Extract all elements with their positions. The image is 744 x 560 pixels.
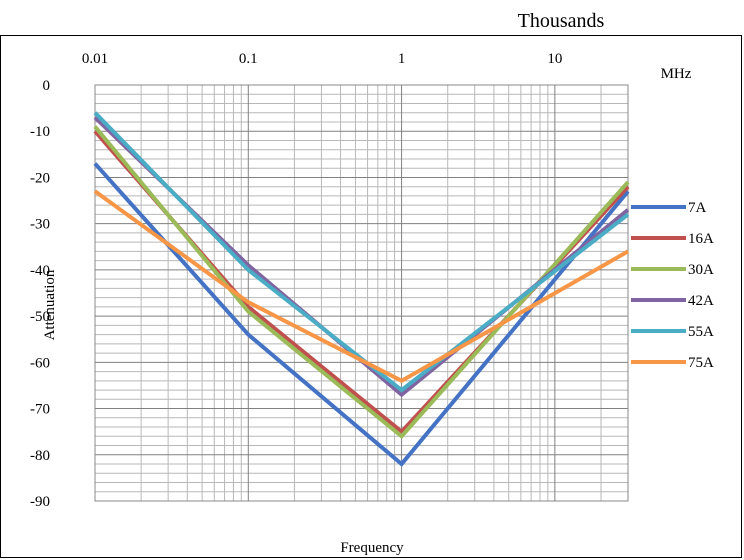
legend-label-42a: 42A bbox=[688, 293, 714, 309]
series-layer bbox=[93, 111, 630, 467]
chart-area-border bbox=[0, 35, 742, 558]
x-tick-label: 0.1 bbox=[239, 51, 258, 67]
x-tick-label: 1 bbox=[398, 51, 406, 67]
y-tick-label: -80 bbox=[30, 448, 50, 464]
y-tick-label: -50 bbox=[30, 309, 50, 325]
legend-label-16a: 16A bbox=[688, 231, 714, 247]
y-tick-label: -60 bbox=[30, 355, 50, 371]
y-tick-label: -90 bbox=[30, 494, 50, 510]
legend-label-7a: 7A bbox=[688, 200, 707, 216]
y-tick-label: -10 bbox=[30, 124, 50, 140]
series-line-55a bbox=[93, 111, 630, 393]
legend-label-75a: 75A bbox=[688, 355, 714, 371]
x-axis-title: Frequency bbox=[340, 540, 404, 556]
y-tick-label: -40 bbox=[30, 263, 50, 279]
x-tick-label: 0.01 bbox=[82, 51, 108, 67]
y-tick-label: -70 bbox=[30, 402, 50, 418]
x-units-label: Thousands bbox=[518, 10, 605, 32]
y-tick-label: -30 bbox=[30, 217, 50, 233]
series-line-30a bbox=[93, 125, 630, 440]
legend-label-55a: 55A bbox=[688, 324, 714, 340]
x-axis-tick-labels: 0.01 0.1 1 10 bbox=[82, 51, 562, 67]
y-tick-label: -20 bbox=[30, 170, 50, 186]
series-line-75a bbox=[93, 189, 629, 384]
y-axis-title: Attenuation bbox=[42, 269, 58, 340]
legend: 7A 16A 30A 42A 55A 75A bbox=[631, 200, 714, 371]
y-axis-tick-labels: 0 -10 -20 -30 -40 -50 -60 -70 -80 -90 bbox=[30, 78, 50, 510]
x-tick-label: 10 bbox=[547, 51, 562, 67]
legend-label-30a: 30A bbox=[688, 262, 714, 278]
y-tick-label: 0 bbox=[43, 78, 51, 94]
plot-area-border bbox=[94, 84, 629, 502]
minor-gridlines bbox=[95, 85, 629, 501]
x-unit-suffix: MHz bbox=[661, 66, 692, 82]
